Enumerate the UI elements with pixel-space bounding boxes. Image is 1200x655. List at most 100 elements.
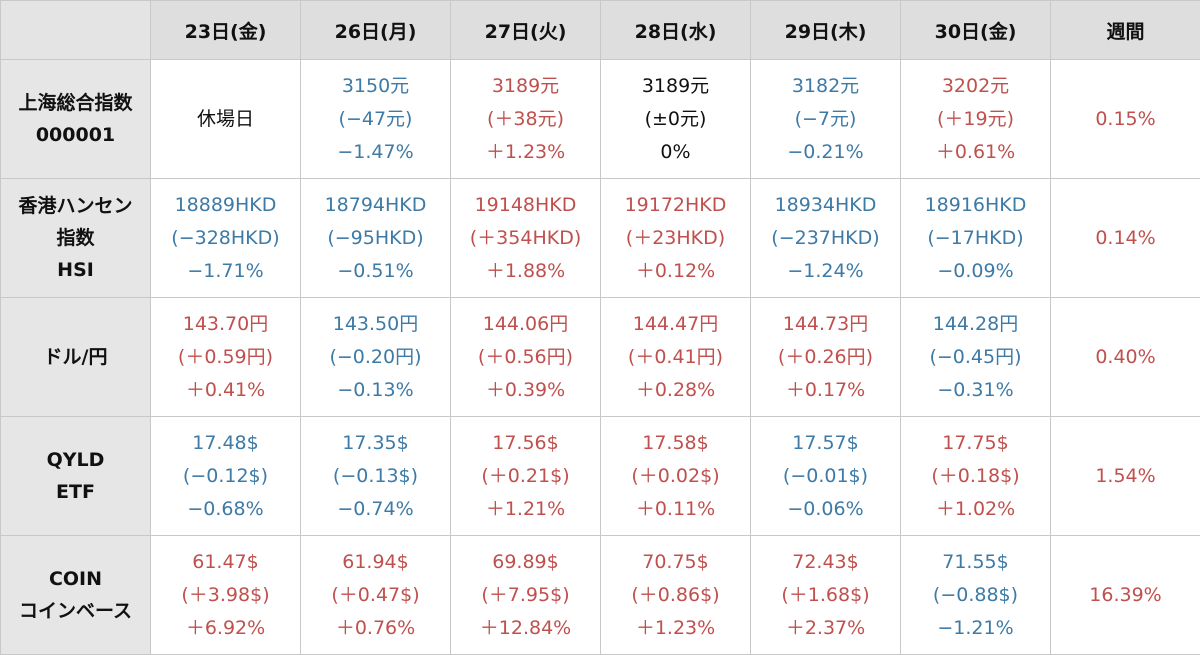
quote-cell: 18794HKD (−95HKD) −0.51% (300, 178, 451, 298)
price-value: 3189元 (491, 74, 560, 97)
percent-change: −0.06% (787, 497, 864, 520)
price-value: 17.35$ (342, 431, 409, 454)
change-value: (＋0.18$) (931, 464, 1020, 487)
header-row: 23日(金) 26日(月) 27日(火) 28日(水) 29日(木) 30日(金… (0, 0, 1200, 60)
change-value: (−0.13$) (332, 464, 419, 487)
quote-cell: 61.94$ (＋0.47$) ＋0.76% (300, 535, 451, 655)
weekly-change: 0.14% (1050, 178, 1200, 298)
price-value: 18934HKD (774, 193, 877, 216)
table-row: 香港ハンセン 指数 HSI 18889HKD (−328HKD) −1.71% 18794H… (0, 178, 1200, 298)
header-day-27: 27日(火) (450, 0, 601, 60)
change-value: (＋0.26円) (777, 345, 874, 368)
price-value: 71.55$ (942, 550, 1009, 573)
quote-cell: 144.47円 (＋0.41円) ＋0.28% (600, 297, 751, 417)
percent-change: ＋1.21% (485, 497, 566, 520)
change-value: (＋0.47$) (331, 583, 420, 606)
row-label-line: QYLD (46, 449, 105, 471)
weekly-change: 16.39% (1050, 535, 1200, 655)
quote-cell: 17.58$ (＋0.02$) ＋0.11% (600, 416, 751, 536)
percent-change: ＋0.39% (485, 378, 566, 401)
weekly-change: 0.40% (1050, 297, 1200, 417)
row-label: 上海総合指数 000001 (0, 59, 151, 179)
price-value: 144.28円 (932, 312, 1019, 335)
price-value: 17.56$ (492, 431, 559, 454)
change-value: (＋0.86$) (631, 583, 720, 606)
price-value: 17.58$ (642, 431, 709, 454)
table-row: COIN コインベース 61.47$ (＋3.98$) ＋6.92% 61.94$ (＋0.… (0, 535, 1200, 655)
percent-change: −1.47% (337, 140, 414, 163)
price-value: 3189元 (641, 74, 710, 97)
price-value: 18916HKD (924, 193, 1027, 216)
percent-change: −1.24% (787, 259, 864, 282)
row-label-line: コインベース (18, 600, 133, 622)
change-value: (−95HKD) (327, 226, 424, 249)
quote-cell: 19148HKD (＋354HKD) ＋1.88% (450, 178, 601, 298)
percent-change: −0.13% (337, 378, 414, 401)
quote-cell: 17.57$ (−0.01$) −0.06% (750, 416, 901, 536)
price-value: 17.57$ (792, 431, 859, 454)
price-value: 143.50円 (332, 312, 419, 335)
row-label-line: ETF (56, 481, 95, 503)
price-value: 3202元 (941, 74, 1010, 97)
row-label-line: 000001 (35, 124, 116, 146)
percent-change: 0% (660, 140, 691, 163)
quote-cell: 143.70円 (＋0.59円) ＋0.41% (150, 297, 301, 417)
quote-cell: 17.56$ (＋0.21$) ＋1.21% (450, 416, 601, 536)
change-value: (−47元) (338, 107, 413, 130)
change-value: (＋3.98$) (181, 583, 270, 606)
percent-change: ＋2.37% (785, 616, 866, 639)
change-value: (−328HKD) (171, 226, 280, 249)
table-row: QYLD ETF 17.48$ (−0.12$) −0.68% 17.35$ (−0.13$… (0, 416, 1200, 536)
row-label-line: 香港ハンセン (18, 195, 133, 217)
price-value: 17.48$ (192, 431, 259, 454)
table-body: 上海総合指数 000001 休場日 3150元 (−47元) −1.47% 3189元 (＋3… (0, 59, 1200, 655)
weekly-change: 1.54% (1050, 416, 1200, 536)
row-label-line: 上海総合指数 (18, 92, 133, 114)
price-value: 3150元 (341, 74, 410, 97)
change-value: (＋0.21$) (481, 464, 570, 487)
percent-change: ＋12.84% (479, 616, 572, 639)
weekly-change: 0.15% (1050, 59, 1200, 179)
change-value: (＋0.56円) (477, 345, 574, 368)
quote-cell: 72.43$ (＋1.68$) ＋2.37% (750, 535, 901, 655)
quote-cell: 3189元 (＋38元) ＋1.23% (450, 59, 601, 179)
price-value: 144.73円 (782, 312, 869, 335)
table-header: 23日(金) 26日(月) 27日(火) 28日(水) 29日(木) 30日(金… (0, 0, 1200, 60)
percent-change: −0.68% (187, 497, 264, 520)
quote-cell: 144.73円 (＋0.26円) ＋0.17% (750, 297, 901, 417)
quote-cell: 17.35$ (−0.13$) −0.74% (300, 416, 451, 536)
quote-cell: 3202元 (＋19元) ＋0.61% (900, 59, 1051, 179)
percent-change: ＋0.12% (635, 259, 716, 282)
quote-cell: 143.50円 (−0.20円) −0.13% (300, 297, 451, 417)
quote-cell: 71.55$ (−0.88$) −1.21% (900, 535, 1051, 655)
change-value: (−0.45円) (929, 345, 1022, 368)
price-value: 19172HKD (624, 193, 727, 216)
price-value: 19148HKD (474, 193, 577, 216)
quote-cell: 3182元 (−7元) −0.21% (750, 59, 901, 179)
quote-cell: 18916HKD (−17HKD) −0.09% (900, 178, 1051, 298)
quote-cell: 3189元 (±0元) 0% (600, 59, 751, 179)
change-value: (＋0.41円) (627, 345, 724, 368)
percent-change: ＋1.88% (485, 259, 566, 282)
percent-change: −0.31% (937, 378, 1014, 401)
change-value: (−7元) (794, 107, 857, 130)
quote-cell: 18889HKD (−328HKD) −1.71% (150, 178, 301, 298)
change-value: (−0.88$) (932, 583, 1019, 606)
quote-cell: 17.75$ (＋0.18$) ＋1.02% (900, 416, 1051, 536)
quote-cell: 61.47$ (＋3.98$) ＋6.92% (150, 535, 301, 655)
price-value: 69.89$ (492, 550, 559, 573)
change-value: (−0.01$) (782, 464, 869, 487)
change-value: (＋0.02$) (631, 464, 720, 487)
price-value: 143.70円 (182, 312, 269, 335)
price-value: 61.94$ (342, 550, 409, 573)
percent-change: ＋0.11% (635, 497, 716, 520)
header-day-29: 29日(木) (750, 0, 901, 60)
quote-cell: 69.89$ (＋7.95$) ＋12.84% (450, 535, 601, 655)
header-day-23: 23日(金) (150, 0, 301, 60)
row-label-line: ドル/円 (43, 346, 108, 368)
price-value: 3182元 (791, 74, 860, 97)
change-value: (＋7.95$) (481, 583, 570, 606)
change-value: (＋1.68$) (781, 583, 870, 606)
quote-cell: 休場日 (150, 59, 301, 179)
